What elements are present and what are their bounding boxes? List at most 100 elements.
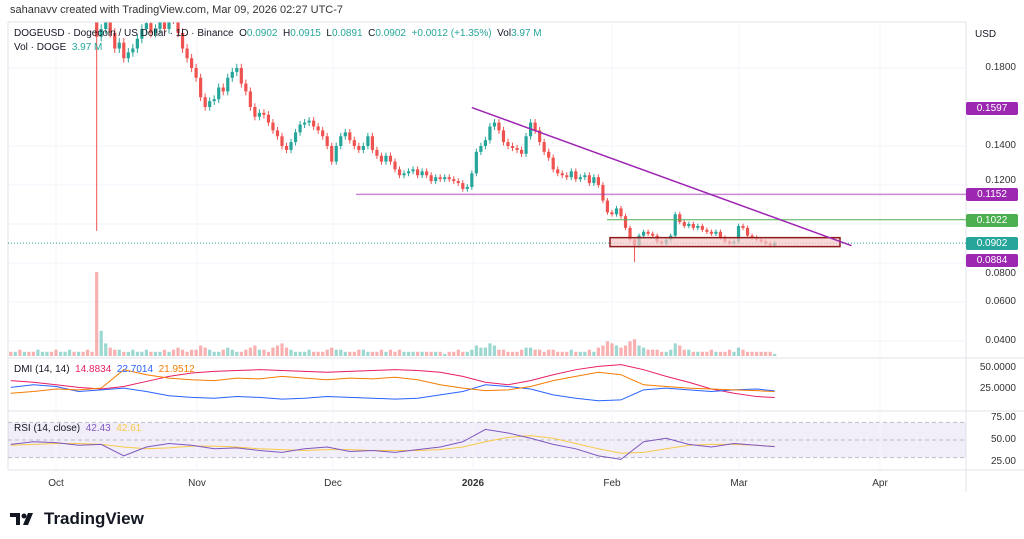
volume-bar [275, 345, 280, 356]
candle-body [646, 231, 650, 234]
support-zone-box [609, 236, 841, 248]
candle-body [330, 146, 334, 162]
brand-name: TradingView [44, 509, 144, 528]
volume-bar [199, 345, 203, 356]
candle-body [488, 126, 492, 141]
symbol-name[interactable]: DOGEUSD · Dogecoin / US Dollar · 1D · Bi… [14, 28, 234, 39]
volume-bar [542, 351, 546, 356]
volume-bar [479, 347, 483, 356]
candle-body [217, 87, 221, 100]
volume-series-value: 3.97 M [71, 42, 103, 53]
volume-bar [77, 351, 81, 356]
volume-bar [660, 351, 664, 356]
candle-body [745, 227, 750, 236]
candle-body [519, 149, 524, 154]
candle-body [339, 136, 343, 146]
volume-bar [538, 349, 542, 356]
volume-bar [691, 351, 695, 356]
candle-body [375, 149, 379, 156]
candle-body [230, 71, 234, 78]
candle-body [235, 68, 239, 72]
candle-body [388, 155, 393, 162]
volume-bar [131, 349, 135, 356]
price-tick-label: 0.0800 [985, 268, 1016, 279]
indicator-tick-label: 75.00 [990, 412, 1016, 423]
candle-body [596, 177, 600, 185]
price-tag: 0.0884 [966, 253, 1018, 267]
symbol-legend: DOGEUSD · Dogecoin / US Dollar · 1D · Bi… [14, 28, 542, 39]
volume-bar [99, 330, 103, 356]
candle-body [691, 224, 695, 228]
volume-bar [208, 349, 212, 356]
currency-label[interactable]: USD [975, 29, 997, 40]
volume-bar [126, 351, 130, 356]
volume-bar [773, 353, 777, 356]
time-axis-label: Dec [324, 478, 342, 489]
volume-bar [167, 351, 171, 356]
open-label: O [239, 28, 247, 39]
candle-body [470, 173, 474, 187]
volume-bar [750, 351, 754, 356]
indicator-tick-label: 25.0000 [979, 383, 1016, 394]
candle-body [619, 208, 623, 217]
dmi-label[interactable]: DMI (14, 14) [14, 364, 70, 375]
volume-bar [678, 345, 682, 356]
volume-bar [343, 351, 347, 356]
volume-bar [31, 351, 35, 356]
time-axis-label: Apr [872, 478, 888, 489]
rsi-label[interactable]: RSI (14, close) [14, 423, 81, 434]
volume-bar [687, 349, 691, 356]
candle-body [158, 19, 162, 29]
volume-bar [388, 349, 393, 356]
volume-bar [510, 351, 515, 356]
price-tick-label: 0.1400 [985, 140, 1016, 151]
candle-body [434, 177, 438, 182]
volume-bar [723, 351, 727, 356]
candle-body [321, 130, 325, 137]
volume-bar [226, 347, 230, 356]
volume-bar [732, 351, 736, 356]
volume-bar [13, 351, 17, 356]
chart-credit: sahanavv created with TradingView.com, M… [10, 4, 344, 16]
candle-body [248, 91, 252, 107]
volume-bar [755, 351, 759, 356]
volume-bar [651, 349, 655, 356]
volume-bar [709, 349, 713, 356]
volume-bar [379, 349, 384, 356]
volume-bar [352, 351, 356, 356]
volume-bar [601, 345, 605, 356]
candle-body [370, 136, 374, 150]
volume-bar [393, 351, 397, 356]
volume-bar [416, 351, 420, 356]
candle-body [651, 233, 655, 236]
candle-body [429, 175, 433, 182]
indicator-tick-label: 50.00 [990, 434, 1016, 445]
candle-body [411, 169, 415, 172]
volume-bar [40, 351, 45, 356]
volume-legend: Vol · DOGE 3.97 M [14, 42, 102, 53]
candle-body [447, 177, 451, 180]
dmi-legend: DMI (14, 14) 14.8834 22.7014 21.9512 [14, 364, 195, 375]
volume-bar [153, 351, 158, 356]
volume-series-label[interactable]: Vol · DOGE [14, 42, 67, 53]
candle-body [592, 177, 596, 184]
candle-body [583, 175, 587, 178]
candle-body [316, 126, 320, 131]
candle-body [420, 171, 424, 176]
candle-body [736, 225, 741, 242]
volume-bar [262, 349, 266, 356]
volume-bar [203, 347, 207, 356]
volume-bar [185, 351, 189, 356]
volume-bar [217, 351, 221, 356]
price-tag: 0.1022 [966, 213, 1018, 227]
candle-body [406, 171, 411, 174]
volume-bar [108, 347, 112, 356]
volume-bar [664, 351, 668, 356]
candle-body [560, 173, 564, 176]
minus-di-line [10, 369, 775, 394]
volume-bar [375, 351, 379, 356]
tradingview-logo[interactable]: TradingView [10, 509, 144, 529]
volume-bar [515, 351, 519, 356]
candle-body [348, 132, 352, 141]
